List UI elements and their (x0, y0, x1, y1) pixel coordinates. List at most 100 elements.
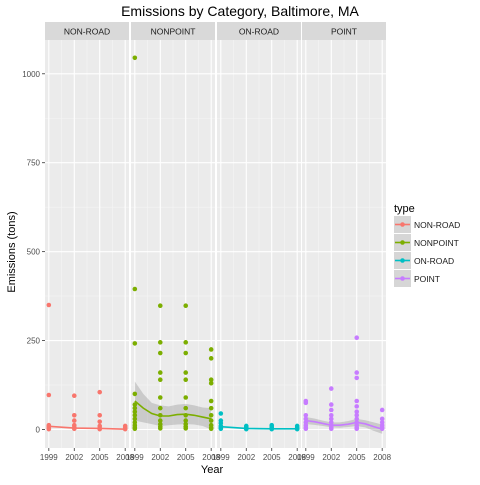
data-point (328, 386, 334, 391)
facet-nonpoint: NONPOINT 1999 2002 2005 2008 (126, 22, 221, 462)
data-point (132, 286, 138, 292)
data-point (183, 418, 189, 423)
facet-strip-label: NON-ROAD (64, 27, 110, 37)
data-point (132, 412, 138, 418)
data-point (379, 416, 385, 422)
data-point (157, 350, 163, 356)
legend-label: ON-ROAD (414, 256, 454, 266)
data-point (46, 426, 52, 432)
data-point (97, 389, 103, 395)
data-point (122, 426, 128, 432)
x-tick-label: 1999 (212, 453, 230, 462)
x-tick-label: 2008 (202, 453, 220, 462)
chart-title: Emissions by Category, Baltimore, MA (121, 3, 359, 19)
data-point (303, 426, 309, 432)
facet-strip-label: POINT (331, 27, 357, 37)
legend: type NON-ROAD NONPOINT ON-ROAD POINT (394, 203, 460, 287)
data-point (208, 380, 214, 386)
data-point (354, 398, 360, 404)
data-point (132, 391, 138, 397)
trend-line (134, 400, 212, 420)
data-point (157, 418, 163, 423)
x-tick-label: 2005 (263, 453, 281, 462)
y-axis: 0 250 500 750 1000 (22, 70, 45, 435)
legend-key-point (400, 240, 405, 245)
y-tick-label: 1000 (22, 70, 40, 79)
data-point (71, 393, 77, 399)
confidence-band (134, 381, 212, 430)
facet-strip-label: ON-ROAD (239, 27, 279, 37)
data-point (328, 412, 334, 418)
legend-title: type (394, 203, 415, 215)
data-point (46, 302, 52, 308)
data-point (303, 412, 309, 418)
trend-line (48, 425, 126, 430)
x-tick-label: 1999 (40, 453, 58, 462)
data-point (183, 405, 189, 411)
data-point (157, 340, 163, 345)
data-point (183, 377, 189, 383)
data-point (71, 412, 77, 418)
data-point (46, 392, 52, 398)
data-point (379, 407, 385, 413)
y-tick-label: 0 (36, 426, 41, 435)
facet-on-road: ON-ROAD 1999 2002 2005 2008 (212, 22, 307, 462)
data-point (183, 340, 189, 345)
data-point (132, 55, 138, 61)
legend-items: NON-ROAD NONPOINT ON-ROAD POINT (394, 216, 460, 287)
data-point (354, 426, 360, 432)
y-tick-label: 750 (27, 159, 41, 168)
data-point (354, 335, 360, 341)
x-tick-label: 2008 (373, 453, 391, 462)
y-axis-label: Emissions (tons) (6, 211, 18, 292)
data-point (303, 400, 309, 406)
facet-strip-label: NONPOINT (151, 27, 196, 37)
facet-non-road: NON-ROAD 1999 2002 2005 2008 (40, 22, 135, 462)
x-tick-label: 1999 (297, 453, 315, 462)
data-point (157, 303, 163, 309)
data-point (183, 395, 189, 400)
data-point (157, 426, 163, 431)
data-point (132, 341, 138, 346)
data-point (97, 412, 103, 418)
data-point (183, 370, 189, 375)
data-point (208, 377, 214, 383)
legend-label: NONPOINT (414, 238, 459, 248)
facet-strip (45, 22, 129, 40)
x-tick-label: 1999 (126, 453, 144, 462)
legend-item-on-road: ON-ROAD (394, 252, 454, 269)
data-point (208, 418, 214, 423)
x-axis-label: Year (201, 464, 224, 476)
data-point (208, 356, 214, 361)
data-point (71, 418, 77, 423)
facet-strip (302, 22, 386, 40)
data-point (132, 405, 138, 411)
data-point (354, 416, 360, 422)
x-tick-label: 2005 (91, 453, 109, 462)
data-point (328, 416, 334, 422)
legend-key-point (400, 222, 405, 227)
y-tick-label: 250 (27, 337, 41, 346)
legend-key-point (400, 258, 405, 263)
data-point (218, 411, 224, 416)
facet-panels: NON-ROAD 1999 2002 2005 2008 NONPOINT 1999 2002… (40, 22, 392, 462)
data-point (157, 395, 163, 400)
data-point (132, 402, 138, 407)
legend-label: POINT (414, 274, 440, 284)
facet-point: POINT 1999 2002 2005 2008 (297, 22, 392, 462)
x-tick-label: 2002 (151, 453, 169, 462)
data-point (354, 404, 360, 409)
data-point (157, 377, 163, 383)
data-point (132, 416, 138, 422)
trend-line (305, 419, 383, 430)
y-tick-label: 500 (27, 248, 41, 257)
facet-strip (217, 22, 301, 40)
data-point (183, 303, 189, 309)
data-point (157, 370, 163, 375)
x-tick-label: 2002 (237, 453, 255, 462)
data-point (208, 426, 214, 432)
x-tick-label: 2005 (177, 453, 195, 462)
data-point (354, 412, 360, 418)
data-point (354, 370, 360, 375)
